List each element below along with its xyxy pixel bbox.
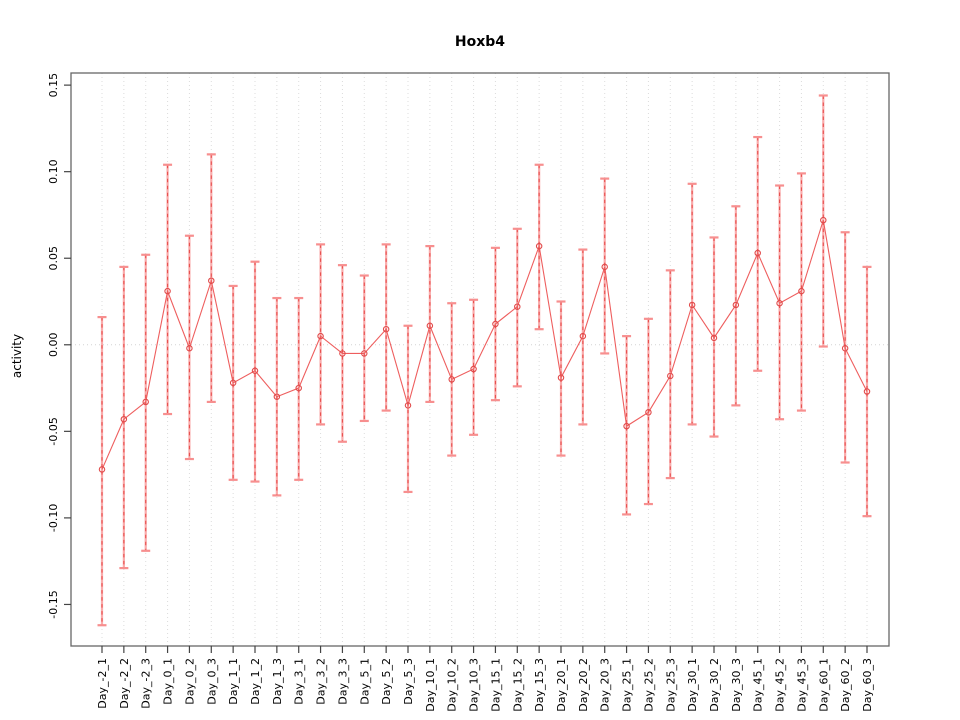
data-point — [404, 402, 412, 409]
y-tick-label: 0.05 — [47, 246, 60, 271]
data-point — [186, 344, 193, 352]
x-tick-label: Day_1_1 — [227, 658, 240, 705]
data-point — [361, 350, 368, 357]
data-point — [863, 388, 871, 395]
x-tick-label: Day_25_3 — [664, 658, 677, 712]
y-tick-label: -0.15 — [47, 590, 60, 618]
data-point — [514, 303, 521, 310]
x-tick-label: Day_1_3 — [271, 658, 284, 705]
x-tick-label: Day_15_3 — [533, 658, 546, 712]
x-tick-label: Day_0_1 — [162, 658, 175, 705]
data-point — [623, 422, 630, 430]
data-point — [317, 332, 324, 340]
data-point — [667, 372, 674, 380]
y-tick-label: -0.05 — [47, 417, 60, 445]
x-tick-label: Day_3_1 — [293, 658, 306, 705]
x-tick-label: Day_20_2 — [577, 658, 590, 712]
data-point — [645, 409, 652, 416]
data-point — [448, 376, 455, 383]
data-point — [470, 365, 477, 373]
y-tick-label: 0.10 — [47, 159, 60, 184]
data-point — [601, 263, 608, 271]
data-point — [382, 325, 390, 333]
x-tick-label: Day_5_2 — [380, 658, 393, 705]
x-tick-label: Day_15_2 — [511, 658, 524, 712]
data-point — [492, 320, 499, 328]
data-point — [557, 374, 565, 381]
data-point — [251, 367, 259, 375]
x-tick-label: Day_20_3 — [599, 658, 612, 712]
data-line — [101, 219, 868, 470]
data-point — [120, 415, 128, 423]
x-tick-label: Day_45_3 — [795, 658, 808, 712]
x-tick-label: Day_45_2 — [774, 658, 787, 712]
x-tick-label: Day_45_1 — [752, 658, 765, 712]
data-point — [535, 242, 543, 250]
x-tick-label: Day_15_1 — [489, 658, 502, 712]
x-tick-label: Day_10_3 — [468, 658, 481, 712]
y-tick-label: -0.10 — [47, 504, 60, 532]
data-point — [798, 287, 805, 295]
data-point — [776, 299, 783, 307]
data-point — [754, 249, 761, 257]
plot-box — [70, 72, 890, 647]
x-tick-label: Day_-2_3 — [140, 658, 153, 709]
data-point — [208, 277, 215, 284]
x-tick-label: Day_10_2 — [446, 658, 459, 712]
x-tick-label: Day_30_3 — [730, 658, 743, 712]
data-point — [295, 384, 302, 392]
y-tick-label: 0.00 — [47, 333, 60, 358]
x-tick-label: Day_60_1 — [817, 658, 830, 712]
y-tick-label: 0.15 — [47, 73, 60, 98]
x-tick-label: Day_0_3 — [205, 658, 218, 705]
data-point — [688, 301, 696, 309]
x-tick-label: Day_3_3 — [336, 658, 349, 705]
data-point — [732, 301, 740, 309]
x-tick-label: Day_30_1 — [686, 658, 699, 712]
data-point — [579, 332, 587, 340]
data-point — [164, 287, 171, 295]
x-tick-label: Day_0_2 — [183, 658, 196, 705]
x-tick-label: Day_60_2 — [839, 658, 852, 712]
data-point — [339, 350, 346, 357]
x-tick-label: Day_3_2 — [315, 658, 328, 705]
x-tick-label: Day_60_3 — [861, 658, 874, 712]
data-point — [142, 398, 149, 406]
data-point — [426, 322, 434, 329]
data-point — [273, 393, 281, 400]
x-tick-label: Day_30_2 — [708, 658, 721, 712]
data-point — [841, 344, 849, 352]
x-tick-label: Day_20_1 — [555, 658, 568, 712]
data-point — [229, 379, 237, 387]
x-tick-label: Day_25_1 — [621, 658, 634, 712]
data-point — [710, 334, 718, 342]
x-tick-label: Day_-2_2 — [118, 658, 131, 709]
x-tick-label: Day_10_1 — [424, 658, 437, 712]
data-point — [820, 216, 827, 224]
x-tick-label: Day_-2_1 — [96, 658, 109, 709]
data-point — [98, 466, 106, 473]
x-tick-label: Day_1_2 — [249, 658, 262, 705]
x-tick-label: Day_5_1 — [358, 658, 371, 705]
x-tick-label: Day_5_3 — [402, 658, 415, 705]
chart-title: Hoxb4 — [454, 34, 506, 50]
x-tick-label: Day_25_2 — [642, 658, 655, 712]
